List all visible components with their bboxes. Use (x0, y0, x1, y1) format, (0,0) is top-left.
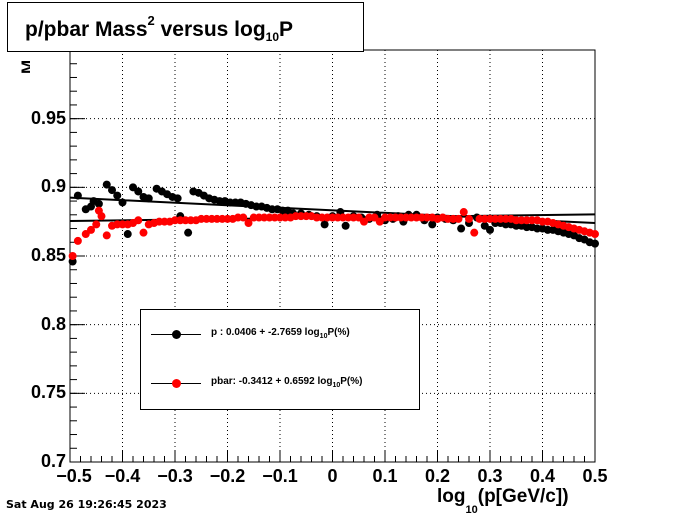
x-tick-label: 0.1 (372, 466, 398, 486)
title-end: P (279, 18, 294, 41)
point-pbar (239, 213, 248, 222)
point-pbar (87, 225, 95, 234)
point-pbar (139, 228, 148, 237)
point-p (68, 257, 77, 266)
point-p (144, 194, 153, 203)
legend-p-post: P(%) (327, 327, 350, 338)
y-tick-label: 0.9 (40, 176, 66, 197)
legend-p-sub: 10 (319, 333, 328, 340)
point-pbar (92, 220, 101, 229)
title-rest: versus log (154, 18, 266, 41)
x-tick-label: 0 (327, 466, 338, 486)
legend-entry-p: p : 0.0406 + -2.7659 log10P(%) (149, 325, 419, 345)
legend-text-p: p : 0.0406 + -2.7659 log10P(%) (211, 327, 350, 340)
x-tick-label: −0.5 (56, 466, 92, 486)
legend-marker-p (172, 330, 181, 339)
legend: p : 0.0406 + -2.7659 log10P(%) pbar: -0.… (140, 309, 420, 410)
x-axis-label: log10(p[GeV/c]) (437, 486, 569, 516)
point-p (457, 224, 466, 233)
x-axis-label-pre: log (437, 486, 466, 507)
title-subscript: 10 (265, 30, 280, 45)
x-tick-label: −0.1 (262, 466, 298, 486)
point-p (118, 198, 127, 207)
point-pbar (454, 214, 463, 223)
legend-pbar-sub: 10 (332, 382, 341, 389)
point-pbar (73, 236, 82, 245)
point-pbar (68, 252, 77, 260)
y-tick-label: 0.95 (30, 107, 66, 128)
y-tick-label: 0.7 (40, 451, 66, 471)
y-tick-label: 0.75 (30, 382, 66, 403)
x-tick-label: 0.4 (529, 466, 556, 486)
point-p (123, 230, 132, 239)
point-pbar (102, 231, 111, 240)
point-p (134, 187, 143, 196)
title-superscript: 2 (147, 13, 155, 28)
legend-pbar-post: P(%) (340, 376, 363, 387)
legend-pbar-pre: pbar: -0.3412 + 0.6592 log (211, 376, 333, 387)
point-pbar (591, 230, 599, 239)
point-p (486, 225, 494, 234)
point-pbar (97, 212, 106, 221)
point-pbar (134, 216, 143, 225)
y-tick-label: 0.8 (40, 313, 66, 334)
point-p (428, 220, 437, 229)
data-points (68, 180, 599, 266)
x-tick-label: 0.2 (424, 466, 451, 486)
chart-title: p/pbar Mass2 versus log10P (25, 13, 294, 45)
point-pbar (465, 214, 473, 223)
x-tick-label: −0.4 (104, 466, 141, 486)
x-axis-label-post: (p[GeV/c]) (477, 486, 569, 507)
point-p (320, 220, 329, 229)
timestamp: Sat Aug 26 19:26:45 2023 (6, 498, 167, 511)
x-tick-label: 0.3 (477, 466, 503, 486)
point-pbar (470, 228, 479, 237)
point-p (184, 228, 193, 237)
title-main: p/pbar Mass (25, 18, 148, 41)
point-pbar (244, 219, 253, 228)
x-tick-label: 0.5 (582, 466, 608, 486)
point-p (173, 194, 182, 203)
y-tick-label: 0.85 (30, 245, 66, 265)
legend-text-pbar: pbar: -0.3412 + 0.6592 log10P(%) (211, 376, 362, 389)
point-p (94, 199, 103, 208)
point-p (341, 221, 350, 230)
legend-marker-pbar (172, 379, 181, 388)
x-tick-label: −0.2 (209, 466, 246, 486)
grid-lines (70, 50, 595, 462)
legend-p-pre: p : 0.0406 + -2.7659 log (211, 327, 320, 338)
point-p (73, 191, 82, 200)
point-pbar (459, 208, 468, 217)
x-axis-label-sub: 10 (465, 503, 478, 516)
point-p (108, 186, 116, 195)
point-p (113, 191, 122, 200)
legend-entry-pbar: pbar: -0.3412 + 0.6592 log10P(%) (149, 374, 419, 394)
point-p (591, 239, 599, 248)
title-box: p/pbar Mass2 versus log10P (7, 2, 364, 52)
y-axis-label-text: M (18, 60, 30, 74)
x-tick-label: −0.3 (157, 466, 193, 486)
point-p (102, 180, 111, 189)
